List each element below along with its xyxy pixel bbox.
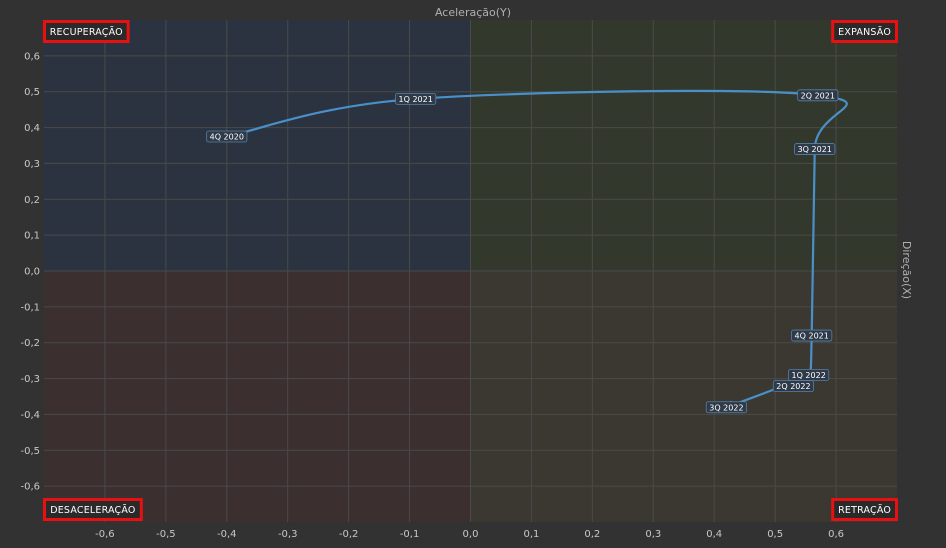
quadrant-bottom-left [44,271,471,522]
point-label: 3Q 2022 [705,401,747,414]
x-tick-label: 0,6 [828,529,844,540]
point-label-box [797,89,839,102]
x-tick-label: 0,5 [767,529,783,540]
quadrant-label-box [831,20,899,43]
quadrant-label-text: RETRAÇÃO [838,505,891,516]
point-label-text: 3Q 2022 [709,403,743,412]
point-label-box [705,401,747,414]
quadrant-label-top-right: EXPANSÃO [831,20,899,43]
x-tick-label: -0,1 [400,529,420,540]
y-tick-label: 0,4 [24,123,40,134]
y-tick-label: -0,1 [20,302,40,313]
quadrant-labels: RECUPERAÇÃO EXPANSÃO DESACELERAÇÃO RETRAÇÃO [43,20,899,521]
point-label: 3Q 2021 [794,143,836,155]
x-tick-label: -0,6 [95,529,115,540]
x-tick-label: 0,3 [645,529,661,540]
point-label: 1Q 2021 [395,92,437,105]
x-tick-label: -0,5 [156,529,176,540]
y-tick-label: -0,3 [20,374,40,385]
point-label: 2Q 2022 [772,380,814,393]
quadrant-label-box [43,20,130,43]
point-label-box [791,329,833,342]
point-label-text: 4Q 2020 [210,133,244,142]
point-labels: 4Q 2020 1Q 2021 2Q 2021 3Q 2021 4Q 2021 1Q 20… [206,89,839,414]
y-tick-label: 0,0 [24,267,40,278]
y-tick-label: -0,5 [20,446,40,457]
x-tick-label: -0,3 [278,529,298,540]
x-tick-label: 0,4 [706,529,722,540]
point-label: 2Q 2021 [797,89,839,102]
x-tick-label: 0,2 [584,529,600,540]
y-tick-label: 0,1 [24,231,40,242]
quadrant-top-left [44,20,471,271]
tick-labels: -0,6 -0,5 -0,4 -0,3 -0,2 -0,1 0,0 0,1 0,2 0,3 0,4 0… [20,51,844,540]
y-tick-label: -0,2 [20,338,40,349]
point-label-text: 1Q 2021 [399,95,433,104]
quadrant-label-box [43,498,143,521]
point-label-text: 3Q 2021 [798,145,832,154]
quadrant-label-text: EXPANSÃO [838,27,891,38]
point-label: 4Q 2021 [791,329,833,342]
x-tick-label: -0,4 [217,529,237,540]
point-label-text: 2Q 2022 [776,382,810,391]
grid-lines [44,20,897,522]
y-tick-label: 0,2 [24,195,40,206]
y-tick-label: 0,3 [24,159,40,170]
x-tick-label: 0,1 [523,529,539,540]
quadrant-label-bottom-left: DESACELERAÇÃO [43,498,143,521]
quadrant-label-box [831,498,899,521]
quadrant-bottom-right [470,271,897,522]
point-label-box [206,130,248,143]
point-label-text: 4Q 2021 [795,332,829,341]
quadrant-label-top-left: RECUPERAÇÃO [43,20,130,43]
y-tick-label: -0,6 [20,482,40,493]
point-label-text: 2Q 2021 [801,91,835,100]
point-label-box [395,92,437,105]
point-label: 1Q 2022 [788,369,830,381]
y-tick-label: -0,4 [20,410,40,421]
quadrant-label-bottom-right: RETRAÇÃO [831,498,899,521]
x-axis-title: Direção(X) [900,241,913,299]
quadrant-label-text: DESACELERAÇÃO [50,505,135,516]
quadrant-label-text: RECUPERAÇÃO [50,27,123,38]
point-label: 4Q 2020 [206,130,248,143]
y-tick-label: 0,5 [24,87,40,98]
y-tick-label: 0,6 [24,51,40,62]
point-label-text: 1Q 2022 [792,371,826,380]
x-tick-label: -0,2 [339,529,359,540]
point-label-box [772,380,814,393]
y-axis-title: Aceleração(Y) [435,6,511,19]
x-tick-label: 0,0 [463,529,479,540]
point-label-box [794,143,836,155]
